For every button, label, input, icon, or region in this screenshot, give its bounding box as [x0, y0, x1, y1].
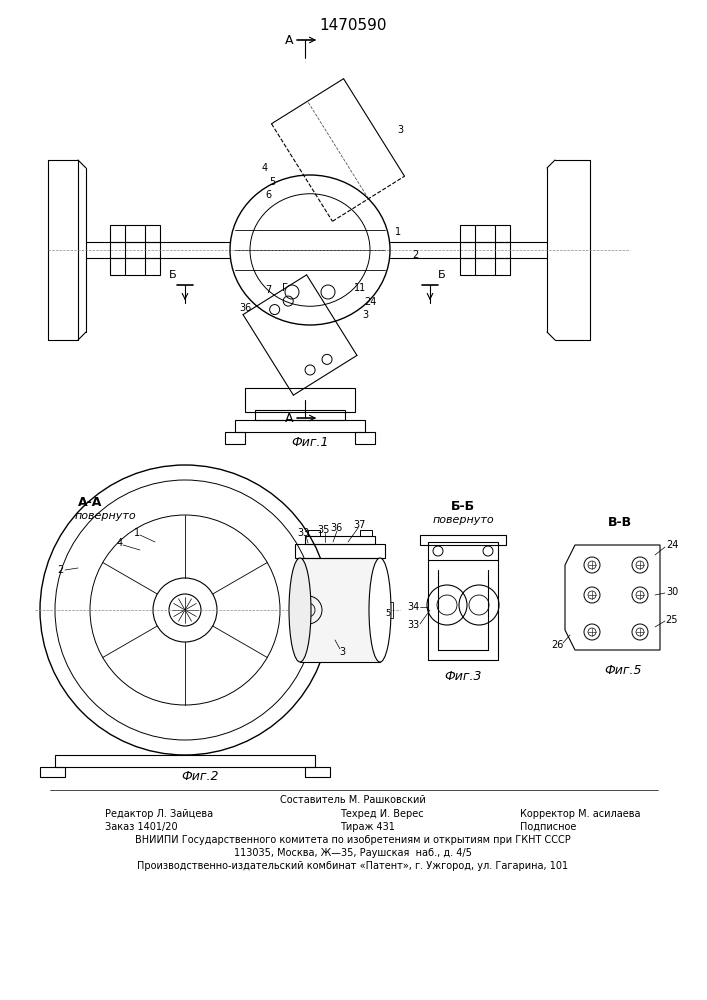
Text: Тираж 431: Тираж 431 [340, 822, 395, 832]
Text: Б: Б [169, 270, 177, 280]
Bar [110, 225, 160, 275]
Text: Б-Б: Б-Б [451, 500, 475, 514]
Text: Фиг.5: Фиг.5 [604, 664, 642, 676]
Bar [375, 602, 393, 618]
Text: Корректор М. асилаева: Корректор М. асилаева [520, 809, 641, 819]
Text: Г: Г [282, 283, 288, 293]
Bar [225, 432, 245, 444]
Bar [420, 535, 506, 545]
Text: Техред И. Верес: Техред И. Верес [340, 809, 423, 819]
Text: 33: 33 [297, 528, 309, 538]
Bar [245, 388, 355, 412]
Text: Фиг.3: Фиг.3 [444, 670, 481, 684]
Text: ВНИИПИ Государственного комитета по изобретениям и открытиям при ГКНТ СССР: ВНИИПИ Государственного комитета по изоб… [135, 835, 571, 845]
Text: В-В: В-В [608, 516, 632, 530]
Text: Производственно-издательский комбинат «Патент», г. Ужгород, ул. Гагарина, 101: Производственно-издательский комбинат «П… [137, 861, 568, 871]
Text: 30: 30 [666, 587, 678, 597]
Text: Заказ 1401/20: Заказ 1401/20 [105, 822, 177, 832]
Text: 2: 2 [412, 250, 418, 260]
Text: 3: 3 [362, 310, 368, 320]
Bar [255, 410, 345, 420]
Text: Б: Б [438, 270, 446, 280]
Text: повернуто: повернуто [74, 511, 136, 521]
Text: 5: 5 [269, 177, 275, 187]
Text: Подписное: Подписное [520, 822, 576, 832]
Bar [355, 432, 375, 444]
Text: 11: 11 [354, 283, 366, 293]
Text: 33: 33 [407, 620, 419, 630]
Text: 26: 26 [551, 640, 563, 650]
Bar [55, 755, 315, 767]
Bar [235, 420, 365, 432]
Text: 25: 25 [666, 615, 678, 625]
Text: 3: 3 [397, 125, 403, 135]
Text: А: А [285, 33, 293, 46]
Bar [428, 542, 498, 560]
Text: 113035, Москва, Ж—35, Раушская  наб., д. 4/5: 113035, Москва, Ж—35, Раушская наб., д. … [234, 848, 472, 858]
Bar [300, 558, 380, 662]
Text: 2: 2 [57, 565, 63, 575]
Text: 36: 36 [330, 523, 342, 533]
Text: 24: 24 [666, 540, 678, 550]
Ellipse shape [289, 558, 311, 662]
Text: 36: 36 [239, 303, 251, 313]
Text: 37: 37 [354, 520, 366, 530]
Text: 7: 7 [265, 285, 271, 295]
Text: Составитель М. Рашковский: Составитель М. Рашковский [280, 795, 426, 805]
Text: 35: 35 [317, 525, 329, 535]
Bar [305, 536, 375, 544]
Text: А: А [285, 412, 293, 424]
Text: 1: 1 [395, 227, 401, 237]
Text: 1: 1 [134, 528, 140, 538]
Text: А-А: А-А [78, 496, 103, 510]
Text: 4: 4 [117, 538, 123, 548]
Text: Фиг.1: Фиг.1 [291, 436, 329, 448]
Bar [308, 530, 320, 536]
Text: 5: 5 [385, 608, 391, 617]
Text: 24: 24 [364, 297, 376, 307]
Text: Фиг.2: Фиг.2 [181, 770, 218, 784]
Bar [40, 767, 65, 777]
Text: повернуто: повернуто [432, 515, 493, 525]
Text: 4: 4 [262, 163, 268, 173]
Text: 6: 6 [265, 190, 271, 200]
Text: 1470590: 1470590 [320, 17, 387, 32]
Bar [360, 530, 372, 536]
Ellipse shape [369, 558, 391, 662]
Text: 3: 3 [339, 647, 345, 657]
Bar [305, 767, 330, 777]
Text: 34: 34 [407, 602, 419, 612]
Bar [295, 544, 385, 558]
Text: Редактор Л. Зайцева: Редактор Л. Зайцева [105, 809, 213, 819]
Bar [460, 225, 510, 275]
